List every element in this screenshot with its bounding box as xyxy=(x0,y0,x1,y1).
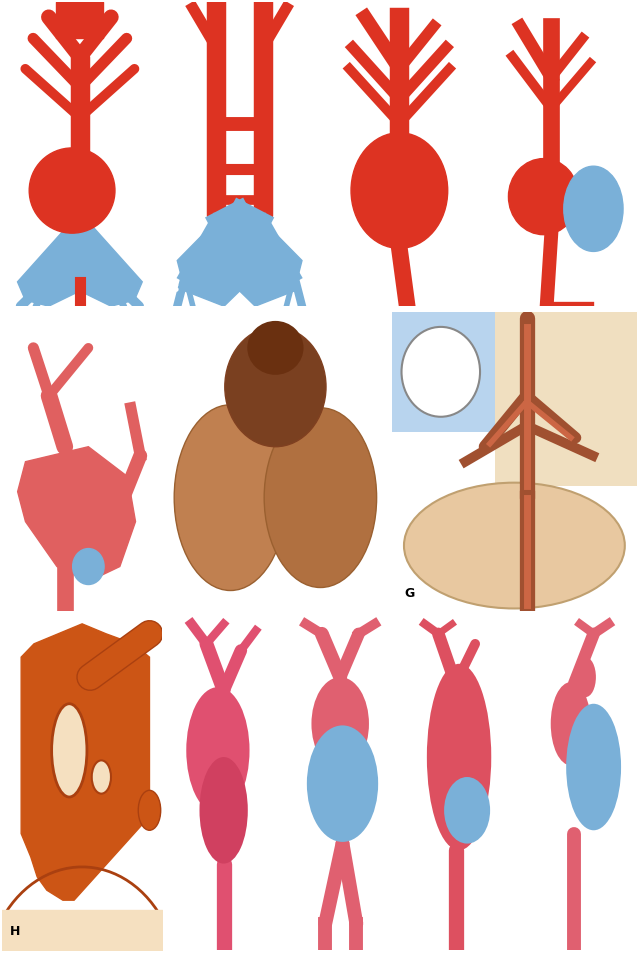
Ellipse shape xyxy=(174,405,287,591)
Ellipse shape xyxy=(73,549,104,585)
Ellipse shape xyxy=(199,758,248,863)
Ellipse shape xyxy=(52,704,87,797)
Ellipse shape xyxy=(92,760,111,794)
Circle shape xyxy=(427,664,491,850)
Text: L: L xyxy=(528,923,536,937)
Ellipse shape xyxy=(138,790,160,830)
Ellipse shape xyxy=(247,321,304,375)
Text: B: B xyxy=(169,282,179,294)
Text: I: I xyxy=(172,923,176,937)
FancyBboxPatch shape xyxy=(392,313,495,433)
Text: C: C xyxy=(329,282,338,294)
Text: A: A xyxy=(10,282,19,294)
Ellipse shape xyxy=(264,408,376,588)
Text: K: K xyxy=(410,923,419,937)
Polygon shape xyxy=(21,624,150,901)
Text: H: H xyxy=(10,923,20,937)
Text: G: G xyxy=(404,587,414,599)
Ellipse shape xyxy=(444,778,490,843)
Ellipse shape xyxy=(564,167,623,253)
Ellipse shape xyxy=(401,328,480,417)
Polygon shape xyxy=(18,447,135,582)
Polygon shape xyxy=(17,222,142,307)
Ellipse shape xyxy=(566,704,621,830)
Ellipse shape xyxy=(311,678,369,771)
Ellipse shape xyxy=(509,159,579,235)
Ellipse shape xyxy=(404,483,625,609)
Ellipse shape xyxy=(351,133,448,249)
Text: J: J xyxy=(291,923,295,937)
Text: F: F xyxy=(174,587,183,599)
Polygon shape xyxy=(177,210,302,307)
Text: D: D xyxy=(489,282,499,294)
Ellipse shape xyxy=(575,658,596,698)
Ellipse shape xyxy=(551,682,591,765)
Ellipse shape xyxy=(307,725,378,842)
Text: E: E xyxy=(10,587,19,599)
Ellipse shape xyxy=(29,149,115,233)
Ellipse shape xyxy=(225,328,326,447)
FancyBboxPatch shape xyxy=(495,313,637,486)
Ellipse shape xyxy=(187,687,250,814)
